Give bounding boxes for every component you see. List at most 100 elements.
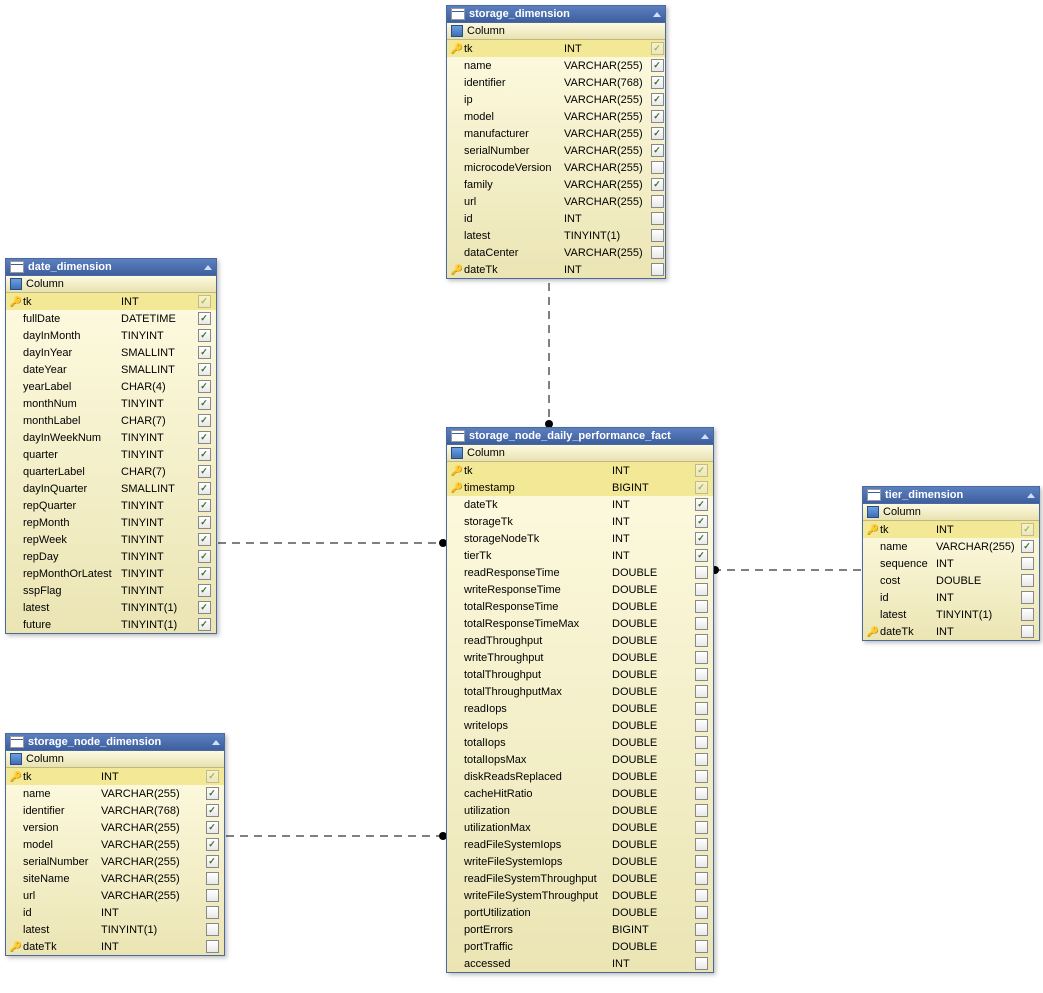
column-checkbox[interactable] [694,635,708,647]
table-title[interactable]: storage_dimension [447,6,665,23]
column-row[interactable]: 🔑tkINT [6,293,216,310]
table-title[interactable]: storage_node_daily_performance_fact [447,428,713,445]
column-checkbox[interactable] [694,958,708,970]
column-row[interactable]: futureTINYINT(1) [6,616,216,633]
column-checkbox[interactable] [205,771,219,783]
column-row[interactable]: writeFileSystemIopsDOUBLE [447,853,713,870]
column-checkbox[interactable] [694,890,708,902]
column-row[interactable]: nameVARCHAR(255) [863,538,1039,555]
column-row[interactable]: 🔑timestampBIGINT [447,479,713,496]
table-title[interactable]: storage_node_dimension [6,734,224,751]
column-checkbox[interactable] [694,465,708,477]
column-checkbox[interactable] [197,398,211,410]
column-checkbox[interactable] [650,264,664,276]
column-checkbox[interactable] [650,128,664,140]
column-checkbox[interactable] [694,720,708,732]
column-checkbox[interactable] [694,669,708,681]
column-checkbox[interactable] [694,533,708,545]
column-row[interactable]: monthNumTINYINT [6,395,216,412]
column-checkbox[interactable] [694,754,708,766]
column-row[interactable]: repDayTINYINT [6,548,216,565]
column-checkbox[interactable] [694,584,708,596]
column-checkbox[interactable] [694,822,708,834]
column-checkbox[interactable] [650,145,664,157]
column-checkbox[interactable] [197,330,211,342]
column-row[interactable]: utilizationMaxDOUBLE [447,819,713,836]
column-checkbox[interactable] [694,499,708,511]
column-checkbox[interactable] [694,805,708,817]
column-row[interactable]: idINT [6,904,224,921]
table-title[interactable]: date_dimension [6,259,216,276]
column-checkbox[interactable] [650,230,664,242]
column-checkbox[interactable] [650,60,664,72]
column-row[interactable]: latestTINYINT(1) [863,606,1039,623]
column-row[interactable]: modelVARCHAR(255) [447,108,665,125]
column-checkbox[interactable] [197,585,211,597]
column-checkbox[interactable] [694,873,708,885]
column-checkbox[interactable] [205,941,219,953]
column-checkbox[interactable] [205,924,219,936]
column-checkbox[interactable] [205,873,219,885]
column-checkbox[interactable] [1020,558,1034,570]
column-row[interactable]: urlVARCHAR(255) [6,887,224,904]
column-checkbox[interactable] [650,77,664,89]
column-checkbox[interactable] [650,196,664,208]
column-row[interactable]: costDOUBLE [863,572,1039,589]
column-row[interactable]: sequenceINT [863,555,1039,572]
column-row[interactable]: 🔑dateTkINT [863,623,1039,640]
column-checkbox[interactable] [197,551,211,563]
column-checkbox[interactable] [694,686,708,698]
column-checkbox[interactable] [205,805,219,817]
column-row[interactable]: 🔑tkINT [863,521,1039,538]
column-checkbox[interactable] [197,619,211,631]
column-checkbox[interactable] [694,703,708,715]
column-checkbox[interactable] [1020,626,1034,638]
column-row[interactable]: latestTINYINT(1) [6,921,224,938]
column-row[interactable]: repMonthTINYINT [6,514,216,531]
column-row[interactable]: portTrafficDOUBLE [447,938,713,955]
table-date_dimension[interactable]: date_dimensionColumn🔑tkINTfullDateDATETI… [5,258,217,634]
column-row[interactable]: serialNumberVARCHAR(255) [447,142,665,159]
column-checkbox[interactable] [694,924,708,936]
collapse-icon[interactable] [212,740,220,745]
column-row[interactable]: writeResponseTimeDOUBLE [447,581,713,598]
column-row[interactable]: yearLabelCHAR(4) [6,378,216,395]
column-row[interactable]: ipVARCHAR(255) [447,91,665,108]
column-checkbox[interactable] [694,771,708,783]
column-checkbox[interactable] [197,347,211,359]
column-checkbox[interactable] [205,839,219,851]
column-checkbox[interactable] [197,534,211,546]
column-checkbox[interactable] [694,516,708,528]
collapse-icon[interactable] [1027,493,1035,498]
column-checkbox[interactable] [694,550,708,562]
column-checkbox[interactable] [197,500,211,512]
column-row[interactable]: monthLabelCHAR(7) [6,412,216,429]
column-checkbox[interactable] [1020,575,1034,587]
column-checkbox[interactable] [694,907,708,919]
column-checkbox[interactable] [694,737,708,749]
column-row[interactable]: nameVARCHAR(255) [6,785,224,802]
column-checkbox[interactable] [197,415,211,427]
column-row[interactable]: dayInWeekNumTINYINT [6,429,216,446]
column-checkbox[interactable] [197,381,211,393]
column-checkbox[interactable] [1020,592,1034,604]
column-row[interactable]: storageTkINT [447,513,713,530]
column-row[interactable]: tierTkINT [447,547,713,564]
column-row[interactable]: dayInMonthTINYINT [6,327,216,344]
column-row[interactable]: microcodeVersionVARCHAR(255) [447,159,665,176]
column-checkbox[interactable] [197,313,211,325]
column-checkbox[interactable] [694,567,708,579]
column-row[interactable]: 🔑tkINT [447,40,665,57]
column-row[interactable]: identifierVARCHAR(768) [6,802,224,819]
column-checkbox[interactable] [197,449,211,461]
column-row[interactable]: 🔑dateTkINT [447,261,665,278]
column-row[interactable]: quarterLabelCHAR(7) [6,463,216,480]
column-row[interactable]: readResponseTimeDOUBLE [447,564,713,581]
column-checkbox[interactable] [205,788,219,800]
collapse-icon[interactable] [653,12,661,17]
column-checkbox[interactable] [197,517,211,529]
column-checkbox[interactable] [197,568,211,580]
collapse-icon[interactable] [701,434,709,439]
column-row[interactable]: fullDateDATETIME [6,310,216,327]
column-checkbox[interactable] [1020,541,1034,553]
